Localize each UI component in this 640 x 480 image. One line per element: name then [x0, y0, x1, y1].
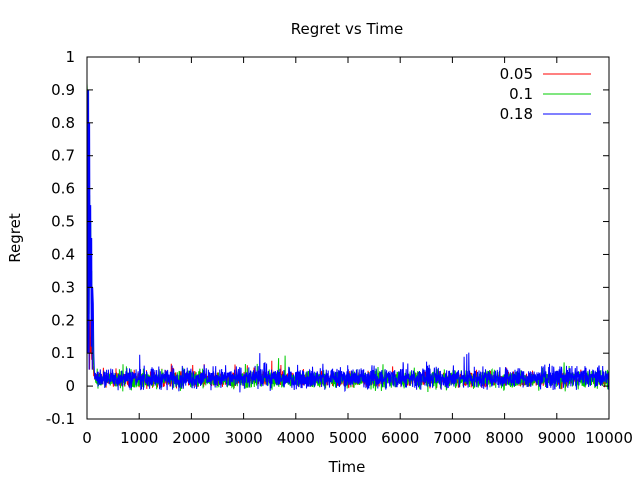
chart-title: Regret vs Time — [291, 20, 403, 38]
x-tick-label: 10000 — [585, 429, 633, 447]
x-tick-label: 8000 — [486, 429, 524, 447]
y-tick-label: -0.1 — [46, 410, 75, 428]
series-line-0.05 — [86, 89, 610, 390]
legend-label: 0.18 — [500, 105, 533, 123]
series-line-0.1 — [86, 83, 610, 393]
y-tick-label: 0.6 — [51, 180, 75, 198]
y-tick-label: 0.1 — [51, 344, 75, 362]
x-tick-label: 1000 — [120, 429, 158, 447]
series-line-0.18 — [86, 89, 610, 393]
x-tick-label: 5000 — [329, 429, 367, 447]
axes: -0.1 0 0.1 0.2 0.3 0.4 0.5 0.6 0.7 0.8 0.9 1 0 1000 20… — [46, 48, 633, 447]
y-tick-label: 0.4 — [51, 245, 75, 263]
x-tick-label: 9000 — [538, 429, 576, 447]
y-axis-label: Regret — [6, 213, 24, 263]
x-tick-label: 4000 — [277, 429, 315, 447]
plot-area — [86, 83, 610, 393]
legend: 0.05 0.1 0.18 — [500, 65, 591, 123]
y-tick-label: 0.3 — [51, 278, 75, 296]
x-tick-label: 7000 — [433, 429, 471, 447]
x-tick-label: 2000 — [172, 429, 210, 447]
y-tick-label: 0.7 — [51, 147, 75, 165]
legend-label: 0.1 — [509, 85, 533, 103]
y-tick-label: 0 — [65, 377, 75, 395]
y-tick-label: 1 — [65, 48, 75, 66]
x-tick-label: 3000 — [225, 429, 263, 447]
x-tick-label: 0 — [82, 429, 92, 447]
x-tick-label: 6000 — [381, 429, 419, 447]
y-tick-label: 0.2 — [51, 311, 75, 329]
y-tick-label: 0.5 — [51, 213, 75, 231]
legend-label: 0.05 — [500, 65, 533, 83]
y-tick-label: 0.9 — [51, 81, 75, 99]
x-axis-label: Time — [328, 458, 366, 476]
y-tick-label: 0.8 — [51, 114, 75, 132]
